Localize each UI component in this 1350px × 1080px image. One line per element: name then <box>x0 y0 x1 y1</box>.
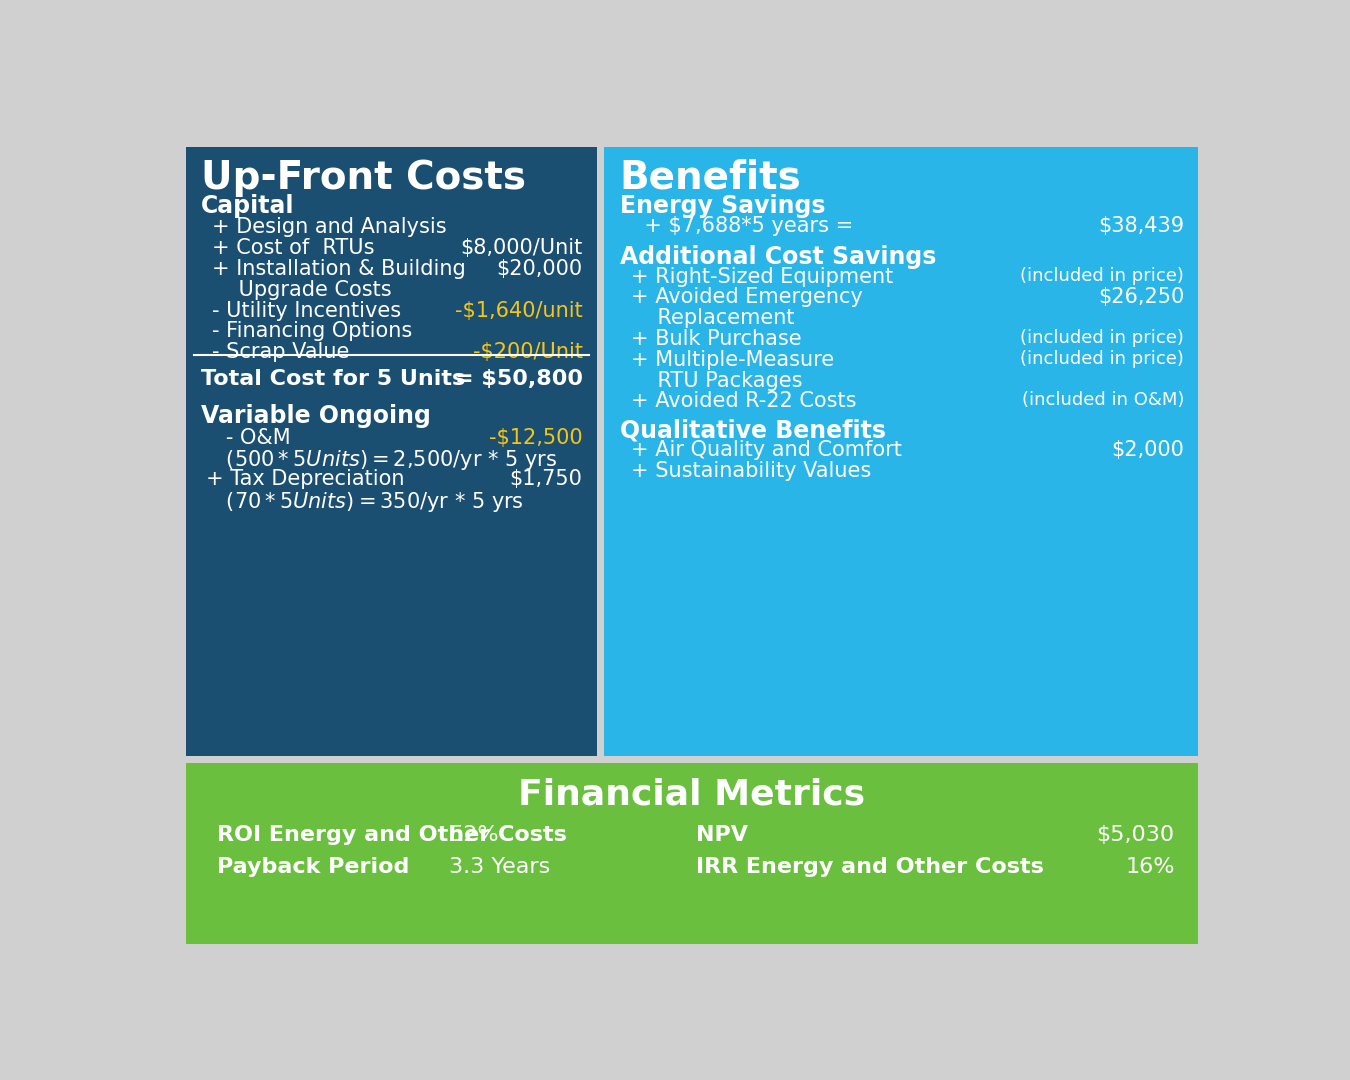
Text: Qualitative Benefits: Qualitative Benefits <box>620 418 886 443</box>
Text: RTU Packages: RTU Packages <box>630 370 802 391</box>
Text: - Scrap Value: - Scrap Value <box>212 342 350 362</box>
FancyBboxPatch shape <box>186 147 597 756</box>
Text: 3.3 Years: 3.3 Years <box>450 858 551 877</box>
Text: $1,750: $1,750 <box>510 469 583 489</box>
Text: $8,000/Unit: $8,000/Unit <box>460 239 583 258</box>
Text: Variable Ongoing: Variable Ongoing <box>201 405 431 429</box>
Text: Payback Period: Payback Period <box>217 858 409 877</box>
Text: - Financing Options: - Financing Options <box>212 322 412 341</box>
Text: + Bulk Purchase: + Bulk Purchase <box>630 329 802 349</box>
Text: $38,439: $38,439 <box>1098 216 1184 235</box>
Text: - Utility Incentives: - Utility Incentives <box>212 300 401 321</box>
Text: (included in price): (included in price) <box>1021 350 1184 368</box>
Text: + Avoided R-22 Costs: + Avoided R-22 Costs <box>630 391 856 411</box>
Text: Up-Front Costs: Up-Front Costs <box>201 159 526 197</box>
Text: = $50,800: = $50,800 <box>455 369 583 389</box>
Text: Total Cost for 5 Units: Total Cost for 5 Units <box>201 369 466 389</box>
Text: $2,000: $2,000 <box>1111 440 1184 460</box>
Text: Energy Savings: Energy Savings <box>620 194 825 218</box>
Text: Replacement: Replacement <box>630 308 794 328</box>
Text: $20,000: $20,000 <box>497 259 583 279</box>
Text: $26,250: $26,250 <box>1098 287 1184 308</box>
Text: + Multiple-Measure: + Multiple-Measure <box>630 350 834 369</box>
Text: NPV: NPV <box>695 825 748 845</box>
Text: + Avoided Emergency: + Avoided Emergency <box>630 287 863 308</box>
FancyBboxPatch shape <box>186 764 1197 944</box>
Text: + Cost of  RTUs: + Cost of RTUs <box>212 239 375 258</box>
Text: $5,030: $5,030 <box>1096 825 1174 845</box>
Text: Additional Cost Savings: Additional Cost Savings <box>620 245 936 269</box>
Text: ($500 * 5 Units)=$2,500/yr * 5 yrs: ($500 * 5 Units)=$2,500/yr * 5 yrs <box>207 448 558 472</box>
Text: + Tax Depreciation: + Tax Depreciation <box>207 469 405 489</box>
Text: + Right-Sized Equipment: + Right-Sized Equipment <box>630 267 892 286</box>
Text: IRR Energy and Other Costs: IRR Energy and Other Costs <box>695 858 1044 877</box>
FancyBboxPatch shape <box>605 147 1197 756</box>
Text: Benefits: Benefits <box>620 159 802 197</box>
Text: ($70 * 5 Units) =$350/yr * 5 yrs: ($70 * 5 Units) =$350/yr * 5 yrs <box>207 490 524 514</box>
Text: Upgrade Costs: Upgrade Costs <box>212 280 392 300</box>
Text: 16%: 16% <box>1125 858 1174 877</box>
Text: + Sustainability Values: + Sustainability Values <box>630 461 871 481</box>
Text: -$12,500: -$12,500 <box>489 428 583 447</box>
Text: Financial Metrics: Financial Metrics <box>518 778 865 811</box>
Text: + $7,688*5 years =: + $7,688*5 years = <box>630 216 853 235</box>
Text: (included in price): (included in price) <box>1021 329 1184 347</box>
Text: (included in price): (included in price) <box>1021 267 1184 285</box>
Text: + Design and Analysis: + Design and Analysis <box>212 217 447 238</box>
Text: -$1,640/unit: -$1,640/unit <box>455 300 583 321</box>
Text: + Air Quality and Comfort: + Air Quality and Comfort <box>630 440 902 460</box>
Text: + Installation & Building: + Installation & Building <box>212 259 466 279</box>
Text: ROI Energy and Other Costs: ROI Energy and Other Costs <box>217 825 567 845</box>
Text: 52%: 52% <box>450 825 500 845</box>
Text: (included in O&M): (included in O&M) <box>1022 391 1184 409</box>
Text: Capital: Capital <box>201 194 294 218</box>
Text: - O&M: - O&M <box>207 428 290 447</box>
Text: -$200/Unit: -$200/Unit <box>472 342 583 362</box>
